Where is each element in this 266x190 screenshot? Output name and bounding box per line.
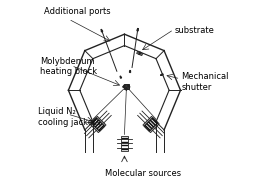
Polygon shape [160,74,163,75]
Text: Molybdenum
heating block: Molybdenum heating block [40,57,97,76]
Polygon shape [101,29,103,32]
Polygon shape [126,88,127,90]
Bar [136,51,143,56]
Bar [124,84,129,89]
Polygon shape [120,76,122,78]
Bar [121,136,128,150]
Text: substrate: substrate [175,26,215,35]
Text: Additional ports: Additional ports [44,7,110,16]
Text: Molecular sources: Molecular sources [105,169,182,178]
Polygon shape [128,85,130,87]
Text: Liquid N₂
cooling jackets: Liquid N₂ cooling jackets [38,107,101,127]
Polygon shape [130,70,131,72]
Text: Mechanical
shutter: Mechanical shutter [181,72,229,92]
Polygon shape [139,52,141,55]
Polygon shape [123,85,125,87]
Polygon shape [137,28,138,31]
